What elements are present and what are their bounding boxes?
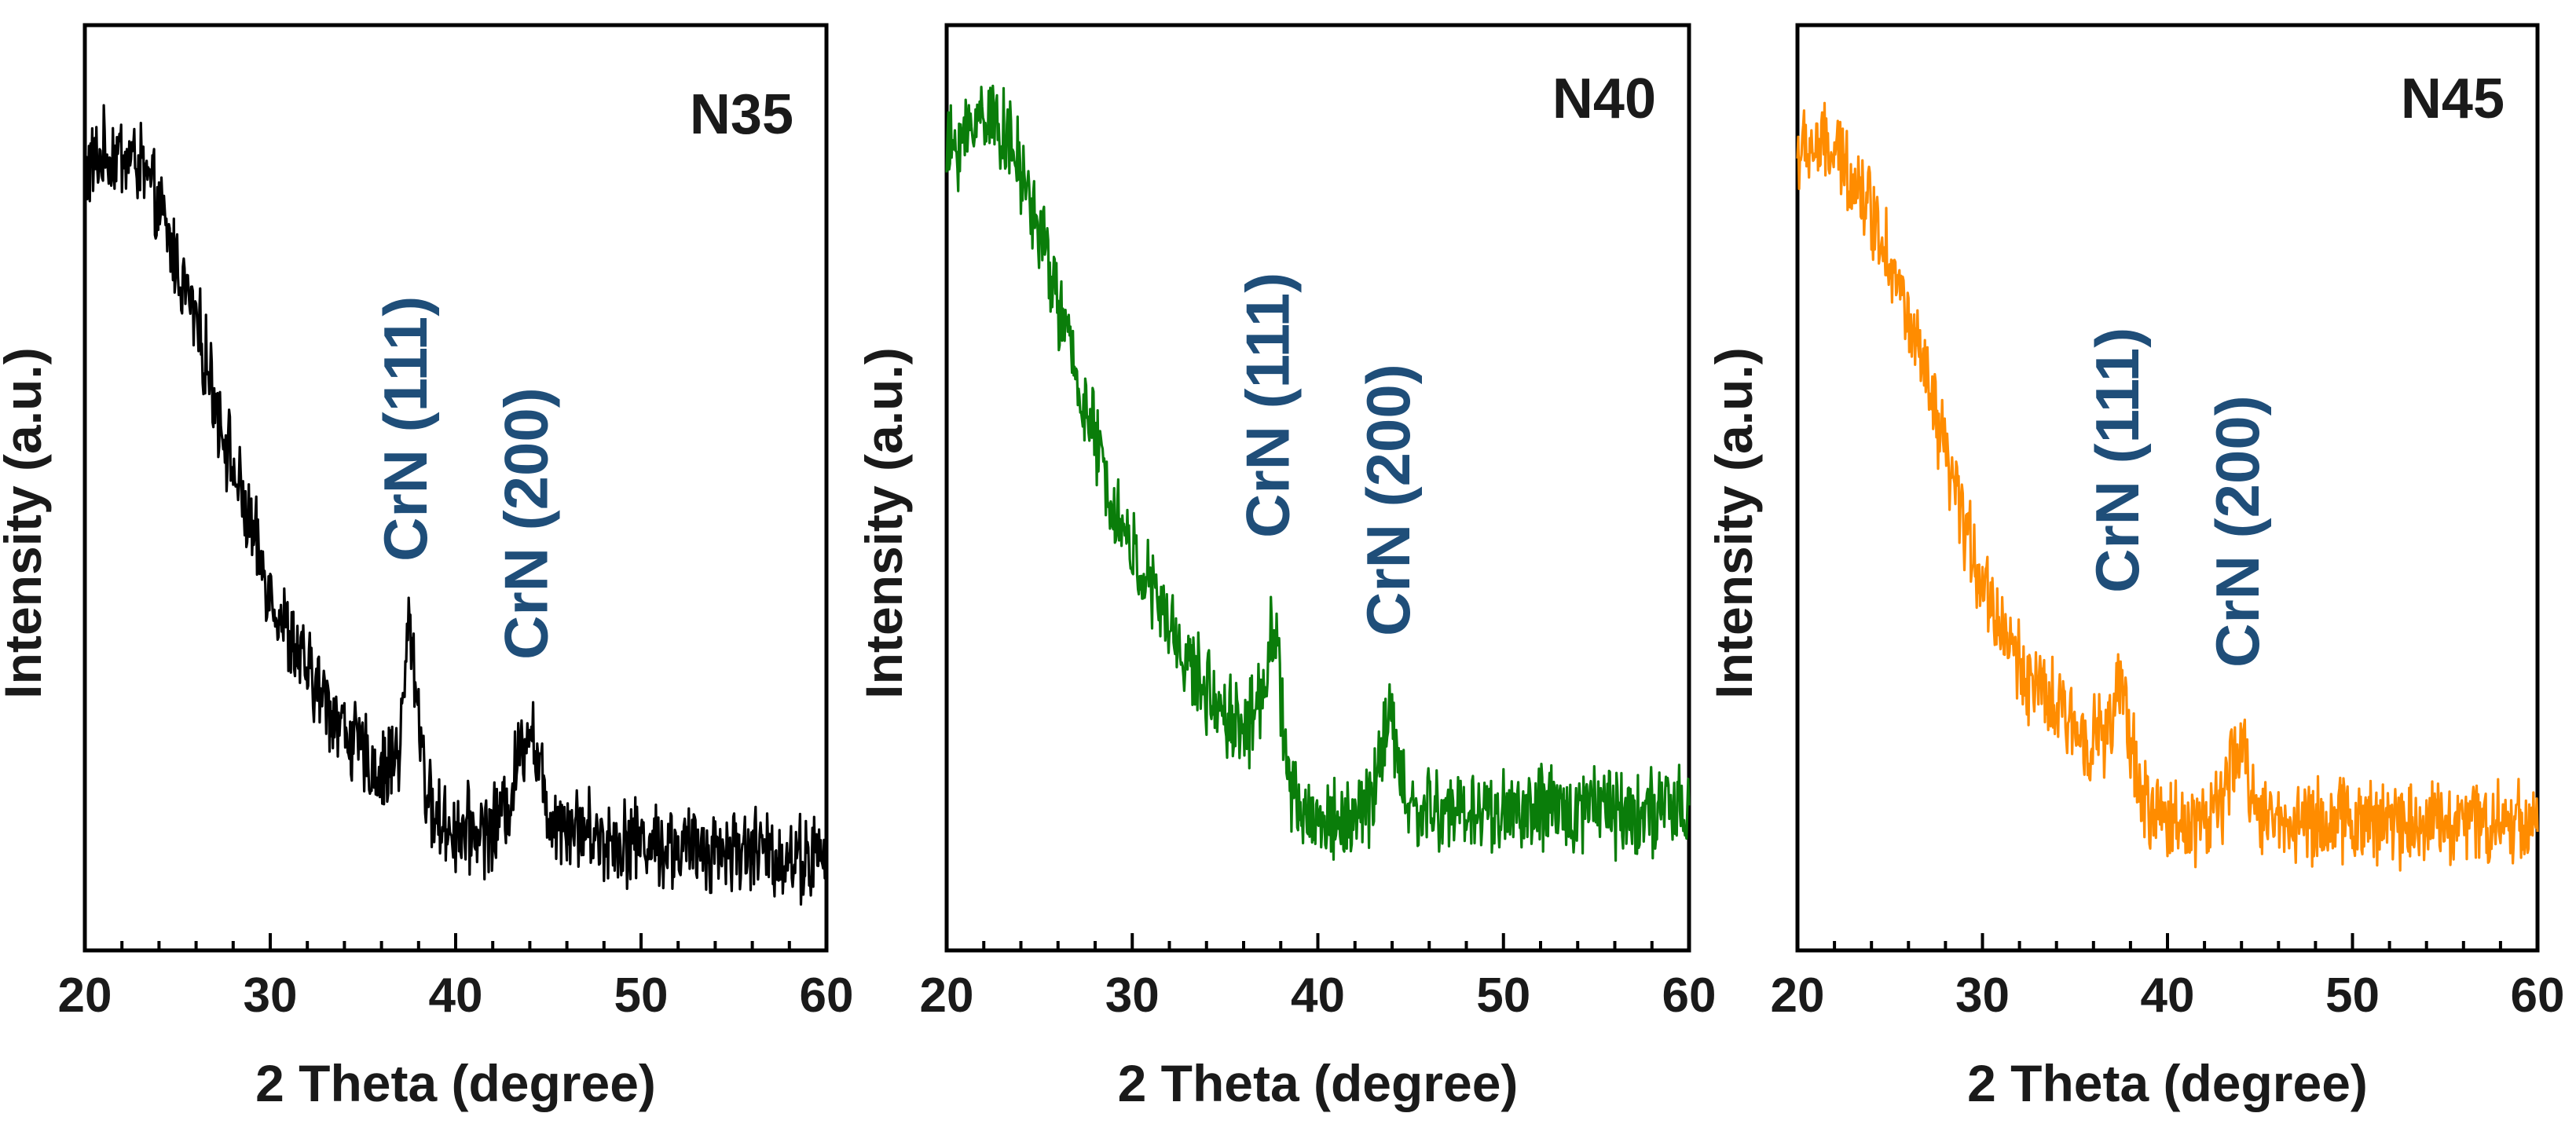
x-tick-label: 60	[2511, 968, 2565, 1023]
x-axis-title: 2 Theta (degree)	[1967, 1054, 2368, 1112]
peak-label: CrN (111)	[2083, 328, 2152, 593]
x-tick-label: 60	[800, 968, 854, 1023]
y-axis-title: Intensity (a.u.)	[0, 347, 52, 698]
xrd-trace-n40	[945, 84, 1691, 862]
x-tick-label: 60	[1662, 968, 1717, 1023]
x-tick-label: 50	[2325, 968, 2380, 1023]
peak-label: CrN (200)	[491, 387, 560, 660]
x-tick-label: 20	[920, 968, 974, 1023]
peak-label: CrN (200)	[1354, 364, 1423, 636]
x-axis-title: 2 Theta (degree)	[1118, 1054, 1519, 1112]
xrd-trace-n35	[83, 104, 828, 906]
x-tick-label: 50	[1476, 968, 1530, 1023]
x-tick-label: 50	[614, 968, 669, 1023]
x-tick-label: 20	[1771, 968, 1825, 1023]
peak-label: CrN (111)	[1233, 273, 1302, 538]
peak-label: CrN (200)	[2203, 395, 2272, 668]
x-tick-label: 20	[58, 968, 112, 1023]
x-tick-label: 40	[1291, 968, 1345, 1023]
x-tick-label: 30	[1105, 968, 1160, 1023]
x-axis-title: 2 Theta (degree)	[255, 1054, 656, 1112]
y-axis-title: Intensity (a.u.)	[855, 347, 913, 698]
x-tick-label: 40	[2141, 968, 2195, 1023]
panel-n35: 20 30 40 50 60 2 Theta (degree) Intensity (a.u…	[0, 23, 854, 1112]
plot-frame	[82, 23, 829, 953]
panel-label: N35	[690, 83, 793, 146]
xrd-trace-n45	[1796, 101, 2539, 872]
panel-n40: 20 30 40 50 60 2 Theta (degree) Intensity (a.u…	[855, 23, 1717, 1112]
panel-label: N40	[1552, 68, 1656, 130]
x-tick-label: 40	[429, 968, 483, 1023]
y-axis-title: Intensity (a.u.)	[1705, 347, 1763, 698]
x-tick-label: 30	[244, 968, 298, 1023]
panel-label: N45	[2401, 68, 2505, 130]
panel-n45: 20 30 40 50 60 2 Theta (degree) Intensity (a.u…	[1705, 23, 2565, 1112]
x-tick-label: 30	[1955, 968, 2010, 1023]
peak-label: CrN (111)	[371, 296, 440, 562]
